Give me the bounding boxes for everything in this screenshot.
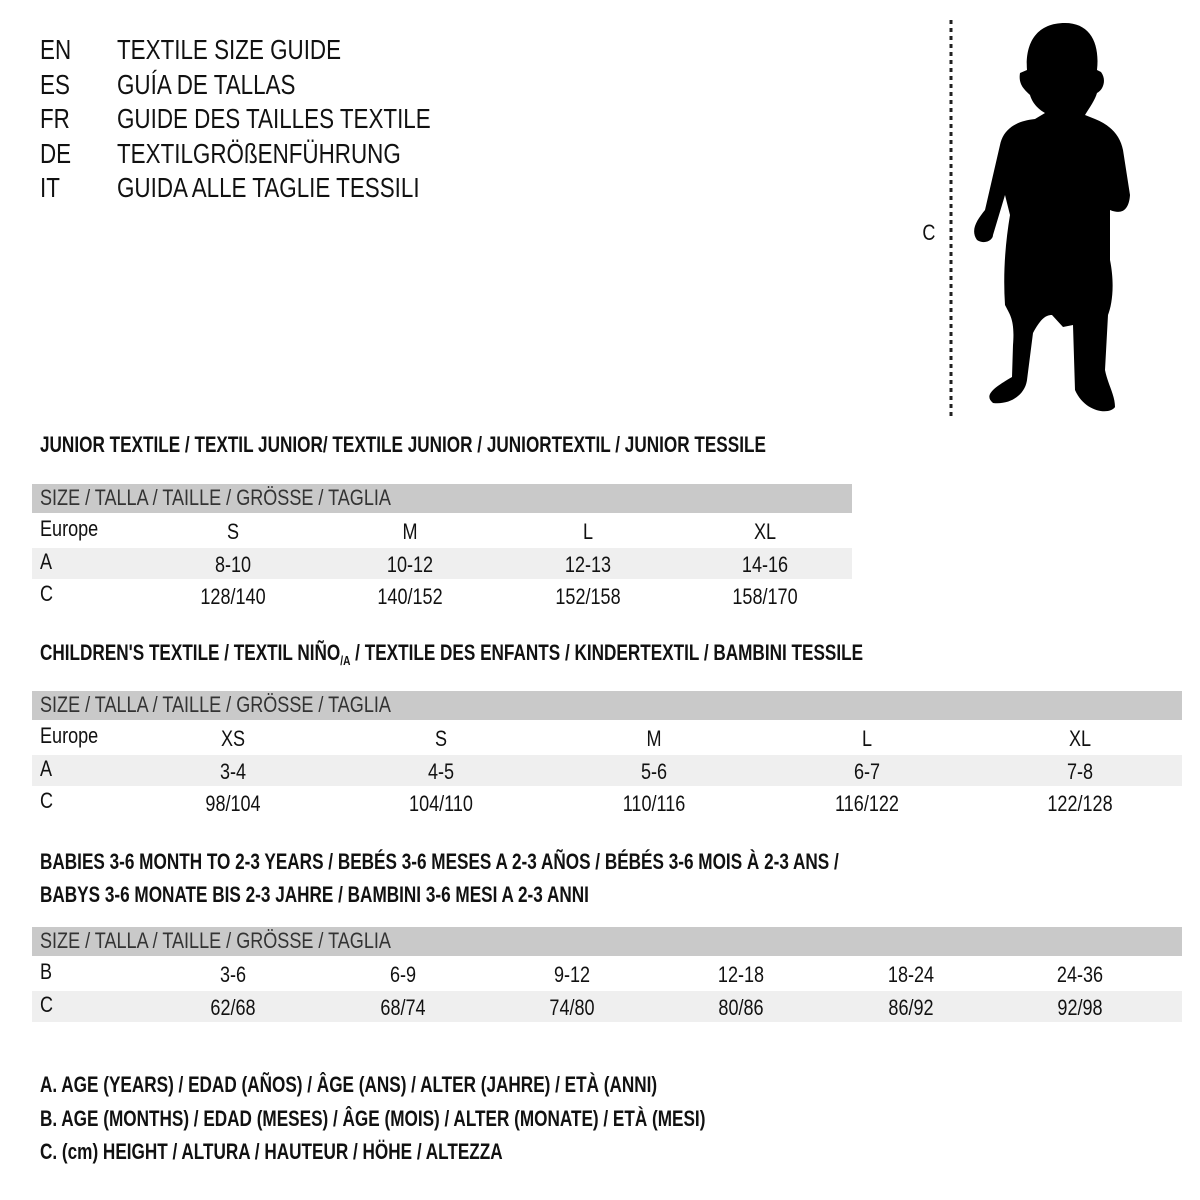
babies-heading-line1: BABIES 3-6 MONTH TO 2-3 YEARS / BEBÉS 3-… bbox=[40, 849, 839, 874]
table-cell: 3-4 bbox=[219, 758, 247, 784]
legend-c: C. (cm) HEIGHT / ALTURA / HAUTEUR / HÖHE… bbox=[40, 1139, 503, 1164]
table-cell: S bbox=[226, 519, 240, 544]
table-cell: 7-8 bbox=[1066, 758, 1094, 784]
table-cell: 4-5 bbox=[427, 758, 455, 784]
guide-title: GUIDA ALLE TAGLIE TESSILI bbox=[117, 172, 420, 203]
size-header-bar bbox=[32, 927, 1182, 956]
language-code: ES bbox=[40, 68, 70, 100]
table-cell: 74/80 bbox=[549, 994, 595, 1020]
table-cell: 158/170 bbox=[732, 584, 798, 609]
table-cell: 10-12 bbox=[386, 551, 434, 577]
size-header-label: SIZE / TALLA / TAILLE / GRÖSSE / TAGLIA bbox=[40, 485, 391, 510]
table-cell: 86/92 bbox=[888, 994, 934, 1020]
table-cell: L bbox=[582, 519, 594, 544]
legend-b: B. AGE (MONTHS) / EDAD (MESES) / ÂGE (MO… bbox=[40, 1106, 706, 1131]
table-cell: 14-16 bbox=[741, 551, 789, 577]
measure-label: C bbox=[922, 220, 936, 245]
children-heading-rest: / TEXTILE DES ENFANTS / KINDERTEXTIL / B… bbox=[350, 640, 864, 665]
size-header-label: SIZE / TALLA / TAILLE / GRÖSSE / TAGLIA bbox=[40, 928, 391, 953]
table-cell: 92/98 bbox=[1057, 994, 1103, 1020]
table-cell: 3-6 bbox=[219, 962, 247, 987]
legend-a: A. AGE (YEARS) / EDAD (AÑOS) / ÂGE (ANS)… bbox=[40, 1072, 658, 1097]
row-label: Europe bbox=[40, 723, 99, 748]
table-cell: 68/74 bbox=[380, 994, 426, 1020]
table-cell: 12-13 bbox=[564, 551, 612, 577]
table-cell: XL bbox=[1068, 726, 1092, 751]
table-cell: 24-36 bbox=[1056, 962, 1104, 987]
table-cell: 6-9 bbox=[389, 962, 417, 987]
guide-title: GUIDE DES TAILLES TEXTILE bbox=[117, 103, 431, 134]
size-header-bar bbox=[32, 484, 852, 513]
row-label: C bbox=[40, 581, 54, 606]
row-label: B bbox=[40, 959, 53, 984]
table-cell: 9-12 bbox=[553, 962, 591, 987]
table-cell: 80/86 bbox=[718, 994, 764, 1020]
row-shade bbox=[32, 754, 1182, 786]
table-cell: 5-6 bbox=[640, 758, 668, 784]
table-cell: M bbox=[646, 726, 662, 751]
table-cell: 152/158 bbox=[555, 584, 621, 609]
babies-heading-line2: BABYS 3-6 MONATE BIS 2-3 JAHRE / BAMBINI… bbox=[40, 882, 589, 907]
table-cell: S bbox=[434, 726, 448, 751]
row-label: C bbox=[40, 991, 54, 1017]
language-code: EN bbox=[40, 34, 72, 65]
table-cell: 110/116 bbox=[622, 791, 686, 816]
table-cell: XS bbox=[220, 726, 246, 751]
table-cell: 98/104 bbox=[205, 791, 261, 816]
table-cell: 12-18 bbox=[717, 962, 765, 987]
table-cell: L bbox=[861, 726, 873, 751]
table-cell: 140/152 bbox=[377, 584, 443, 609]
table-cell: 122/128 bbox=[1047, 791, 1113, 816]
table-cell: 116/122 bbox=[835, 791, 899, 816]
junior-heading: JUNIOR TEXTILE / TEXTIL JUNIOR/ TEXTILE … bbox=[40, 432, 766, 457]
row-label: Europe bbox=[40, 516, 99, 541]
children-heading-sub: /A bbox=[340, 653, 351, 668]
guide-title: TEXTILE SIZE GUIDE bbox=[117, 34, 342, 65]
size-header-bar bbox=[32, 691, 1182, 720]
row-label: A bbox=[40, 755, 53, 781]
table-cell: 18-24 bbox=[887, 962, 935, 987]
table-cell: XL bbox=[753, 519, 777, 544]
guide-title: GUÍA DE TALLAS bbox=[117, 68, 296, 100]
row-label: A bbox=[40, 548, 53, 574]
table-cell: 128/140 bbox=[200, 584, 266, 609]
table-cell: 62/68 bbox=[210, 994, 256, 1020]
row-label: C bbox=[40, 788, 54, 813]
child-silhouette-icon bbox=[949, 20, 1130, 417]
row-shade bbox=[32, 990, 1182, 1022]
language-code: FR bbox=[40, 103, 70, 134]
table-cell: 6-7 bbox=[853, 758, 881, 784]
children-heading-main: CHILDREN'S TEXTILE / TEXTIL NIÑO bbox=[40, 640, 341, 665]
language-code: DE bbox=[40, 137, 72, 169]
language-code: IT bbox=[40, 172, 60, 203]
table-cell: 8-10 bbox=[214, 551, 252, 577]
children-heading: CHILDREN'S TEXTILE / TEXTIL NIÑO/A / TEX… bbox=[40, 641, 863, 673]
table-cell: 104/110 bbox=[409, 791, 473, 816]
child-figure: C bbox=[915, 15, 1155, 425]
size-header-label: SIZE / TALLA / TAILLE / GRÖSSE / TAGLIA bbox=[40, 692, 391, 717]
guide-title: TEXTILGRÖßENFÜHRUNG bbox=[117, 137, 401, 169]
row-shade bbox=[32, 547, 852, 579]
table-cell: M bbox=[402, 519, 418, 544]
